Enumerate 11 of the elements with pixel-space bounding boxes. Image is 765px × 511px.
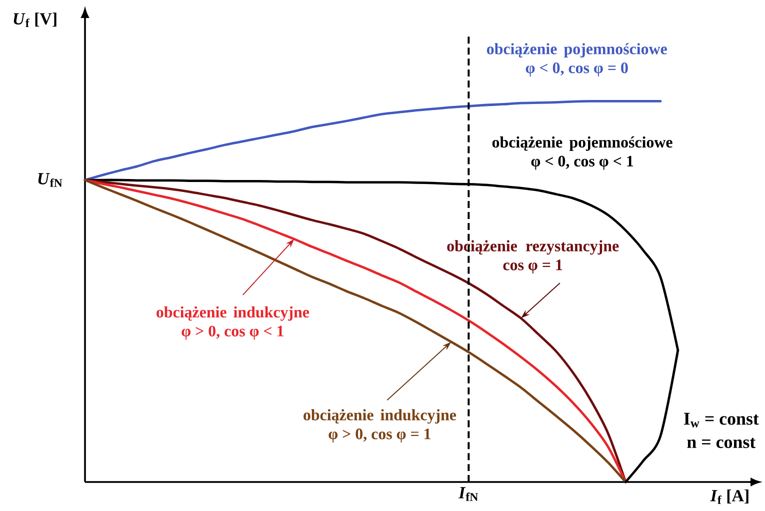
series-label: obciążenie rezystancyjne cos φ = 1 xyxy=(447,240,619,274)
text: obciążenie indukcyjne φ > 0, cos φ = 1 xyxy=(304,409,456,443)
y-axis-title: U$_{f}$ [V] xyxy=(14,12,56,27)
text: n = const xyxy=(687,438,756,448)
series-label: obciążenie pojemnościowe φ < 0, cos φ < 1 xyxy=(492,136,672,170)
text: obciążenie indukcyjne φ > 0, cos φ < 1 xyxy=(156,306,310,340)
series-label: obciążenie pojemnościowe φ < 0, cos φ = 0 xyxy=(486,43,667,76)
annotation: I$_{w}$ = const xyxy=(684,412,759,428)
x-axis-title: I$_{f}$ [A] xyxy=(710,490,748,504)
text: U$_{fN}$ xyxy=(38,173,62,187)
text: I$_{fN}$ xyxy=(458,487,478,501)
